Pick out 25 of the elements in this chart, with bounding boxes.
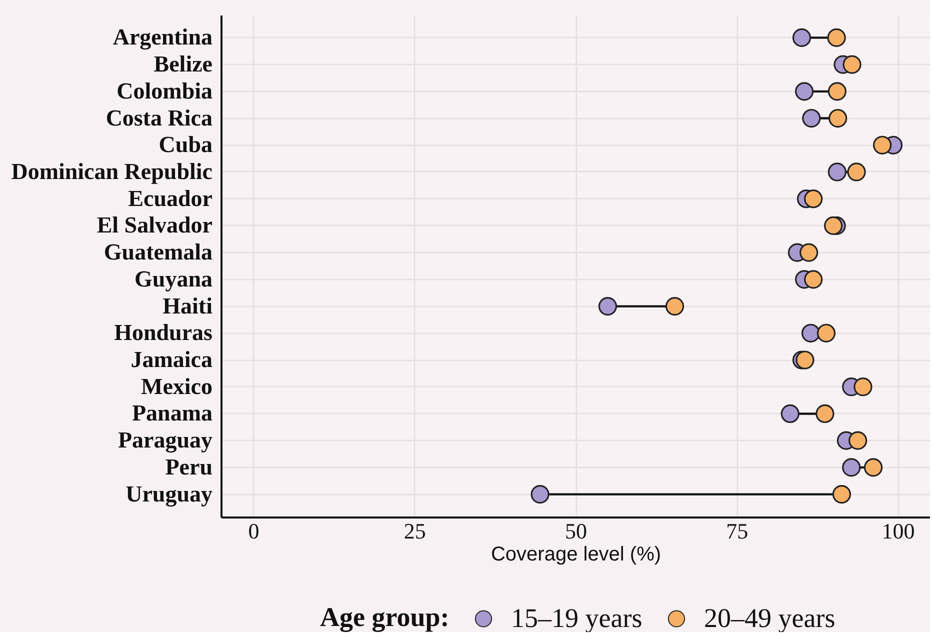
y-tick-label: Uruguay	[126, 481, 213, 508]
y-tick-label: Panama	[132, 400, 213, 426]
y-tick-label: Guatemala	[104, 240, 213, 265]
x-tick-label: 0	[248, 518, 260, 544]
x-tick-label: 50	[565, 518, 587, 544]
y-tick-label: Costa Rica	[106, 105, 213, 130]
y-tick-label: Cuba	[158, 132, 213, 158]
x-axis-title: Coverage level (%)	[490, 544, 662, 566]
y-tick-label: Mexico	[140, 374, 212, 399]
y-tick-label: Honduras	[114, 320, 213, 346]
x-tick-label: 75	[726, 518, 748, 544]
y-tick-label: Guyana	[134, 266, 213, 292]
y-tick-label: Belize	[154, 52, 212, 77]
legend-title: Age group:	[320, 602, 450, 632]
x-tick-label: 100	[882, 518, 915, 544]
y-tick-label: El Salvador	[96, 212, 212, 238]
y-tick-label: Peru	[165, 454, 213, 480]
y-tick-label: Ecuador	[128, 186, 212, 211]
y-tick-label: Dominican Republic	[11, 158, 212, 184]
y-tick-label: Argentina	[112, 24, 213, 51]
y-tick-label: Colombia	[116, 78, 213, 104]
y-tick-label: Paraguay	[118, 428, 213, 454]
y-tick-label: Jamaica	[130, 347, 213, 372]
y-tick-label: Haiti	[162, 293, 214, 318]
x-tick-label: 25	[404, 518, 426, 544]
